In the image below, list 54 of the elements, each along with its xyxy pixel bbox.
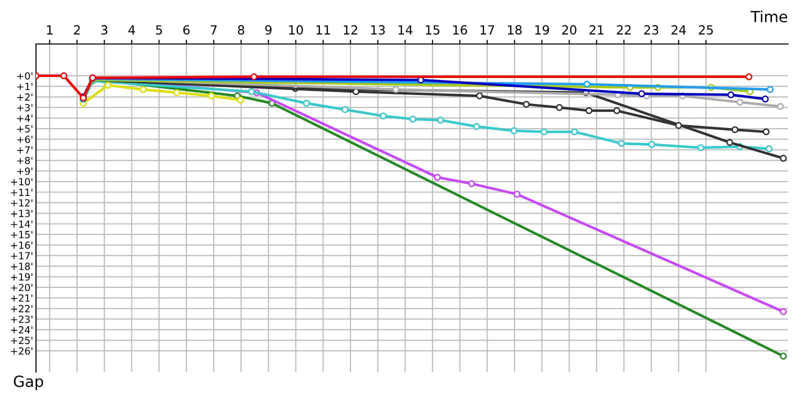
y-tick-label: +24' [11,326,32,334]
y-tick-label: +15' [11,231,32,238]
x-tick-label: 9 [265,25,272,35]
x-tick-label: 6 [183,25,190,35]
y-tick-label: +18' [11,262,32,270]
x-tick-label: 22 [616,25,631,34]
x-tick-label: 23 [644,25,658,35]
x-tick-label: 14 [398,25,412,34]
y-tick-label: +16' [11,242,32,249]
x-tick-label: 21 [590,25,604,34]
x-tick-label: 20 [562,25,576,35]
x-tick-label: 16 [453,25,468,35]
y-tick-label: +17' [11,252,32,260]
y-tick-label: +9' [17,167,32,175]
x-tick-label: 8 [238,25,244,35]
x-tick-label: 11 [316,25,330,34]
y-axis-title: Gap [14,376,44,390]
x-tick-label: 5 [156,25,162,35]
y-tick-label: +0' [17,72,32,80]
y-tick-label: +20' [11,284,32,292]
x-tick-label: 19 [535,25,549,35]
y-tick-label: +1' [17,82,32,90]
y-tick-label: +11' [11,188,32,196]
x-tick-label: 3 [101,25,108,35]
y-tick-label: +23' [11,316,32,323]
y-tick-label: +26' [11,347,32,355]
y-tick-label: +6' [17,136,32,144]
y-tick-label: +12' [11,199,32,206]
x-tick-label: 25 [698,25,713,35]
y-tick-label: +3' [17,104,32,112]
x-tick-label: 13 [371,25,385,35]
x-tick-label: 24 [672,25,686,34]
x-tick-label: 10 [289,25,303,35]
y-tick-label: +7' [17,146,32,154]
y-tick-label: +13' [11,210,32,218]
x-tick-label: 2 [74,25,80,34]
y-tick-label: +4' [17,114,32,122]
x-tick-label: 12 [344,25,358,34]
y-tick-label: +21' [11,294,32,302]
y-tick-label: +22' [11,304,32,312]
y-tick-label: +10' [11,178,32,186]
x-tick-label: 1 [47,25,52,34]
x-tick-label: 4 [128,25,135,34]
y-tick-label: +8' [17,156,32,164]
y-tick-label: +5' [17,125,32,132]
x-tick-label: 18 [508,25,522,35]
y-tick-label: +25' [11,336,32,344]
x-tick-label: 7 [210,25,217,34]
x-tick-label: 15 [426,25,440,35]
y-tick-label: +14' [11,220,32,228]
x-axis-title: Time [750,10,788,22]
y-tick-label: +2' [17,93,32,101]
y-tick-label: +19' [11,273,32,281]
x-tick-label: 17 [480,25,494,34]
